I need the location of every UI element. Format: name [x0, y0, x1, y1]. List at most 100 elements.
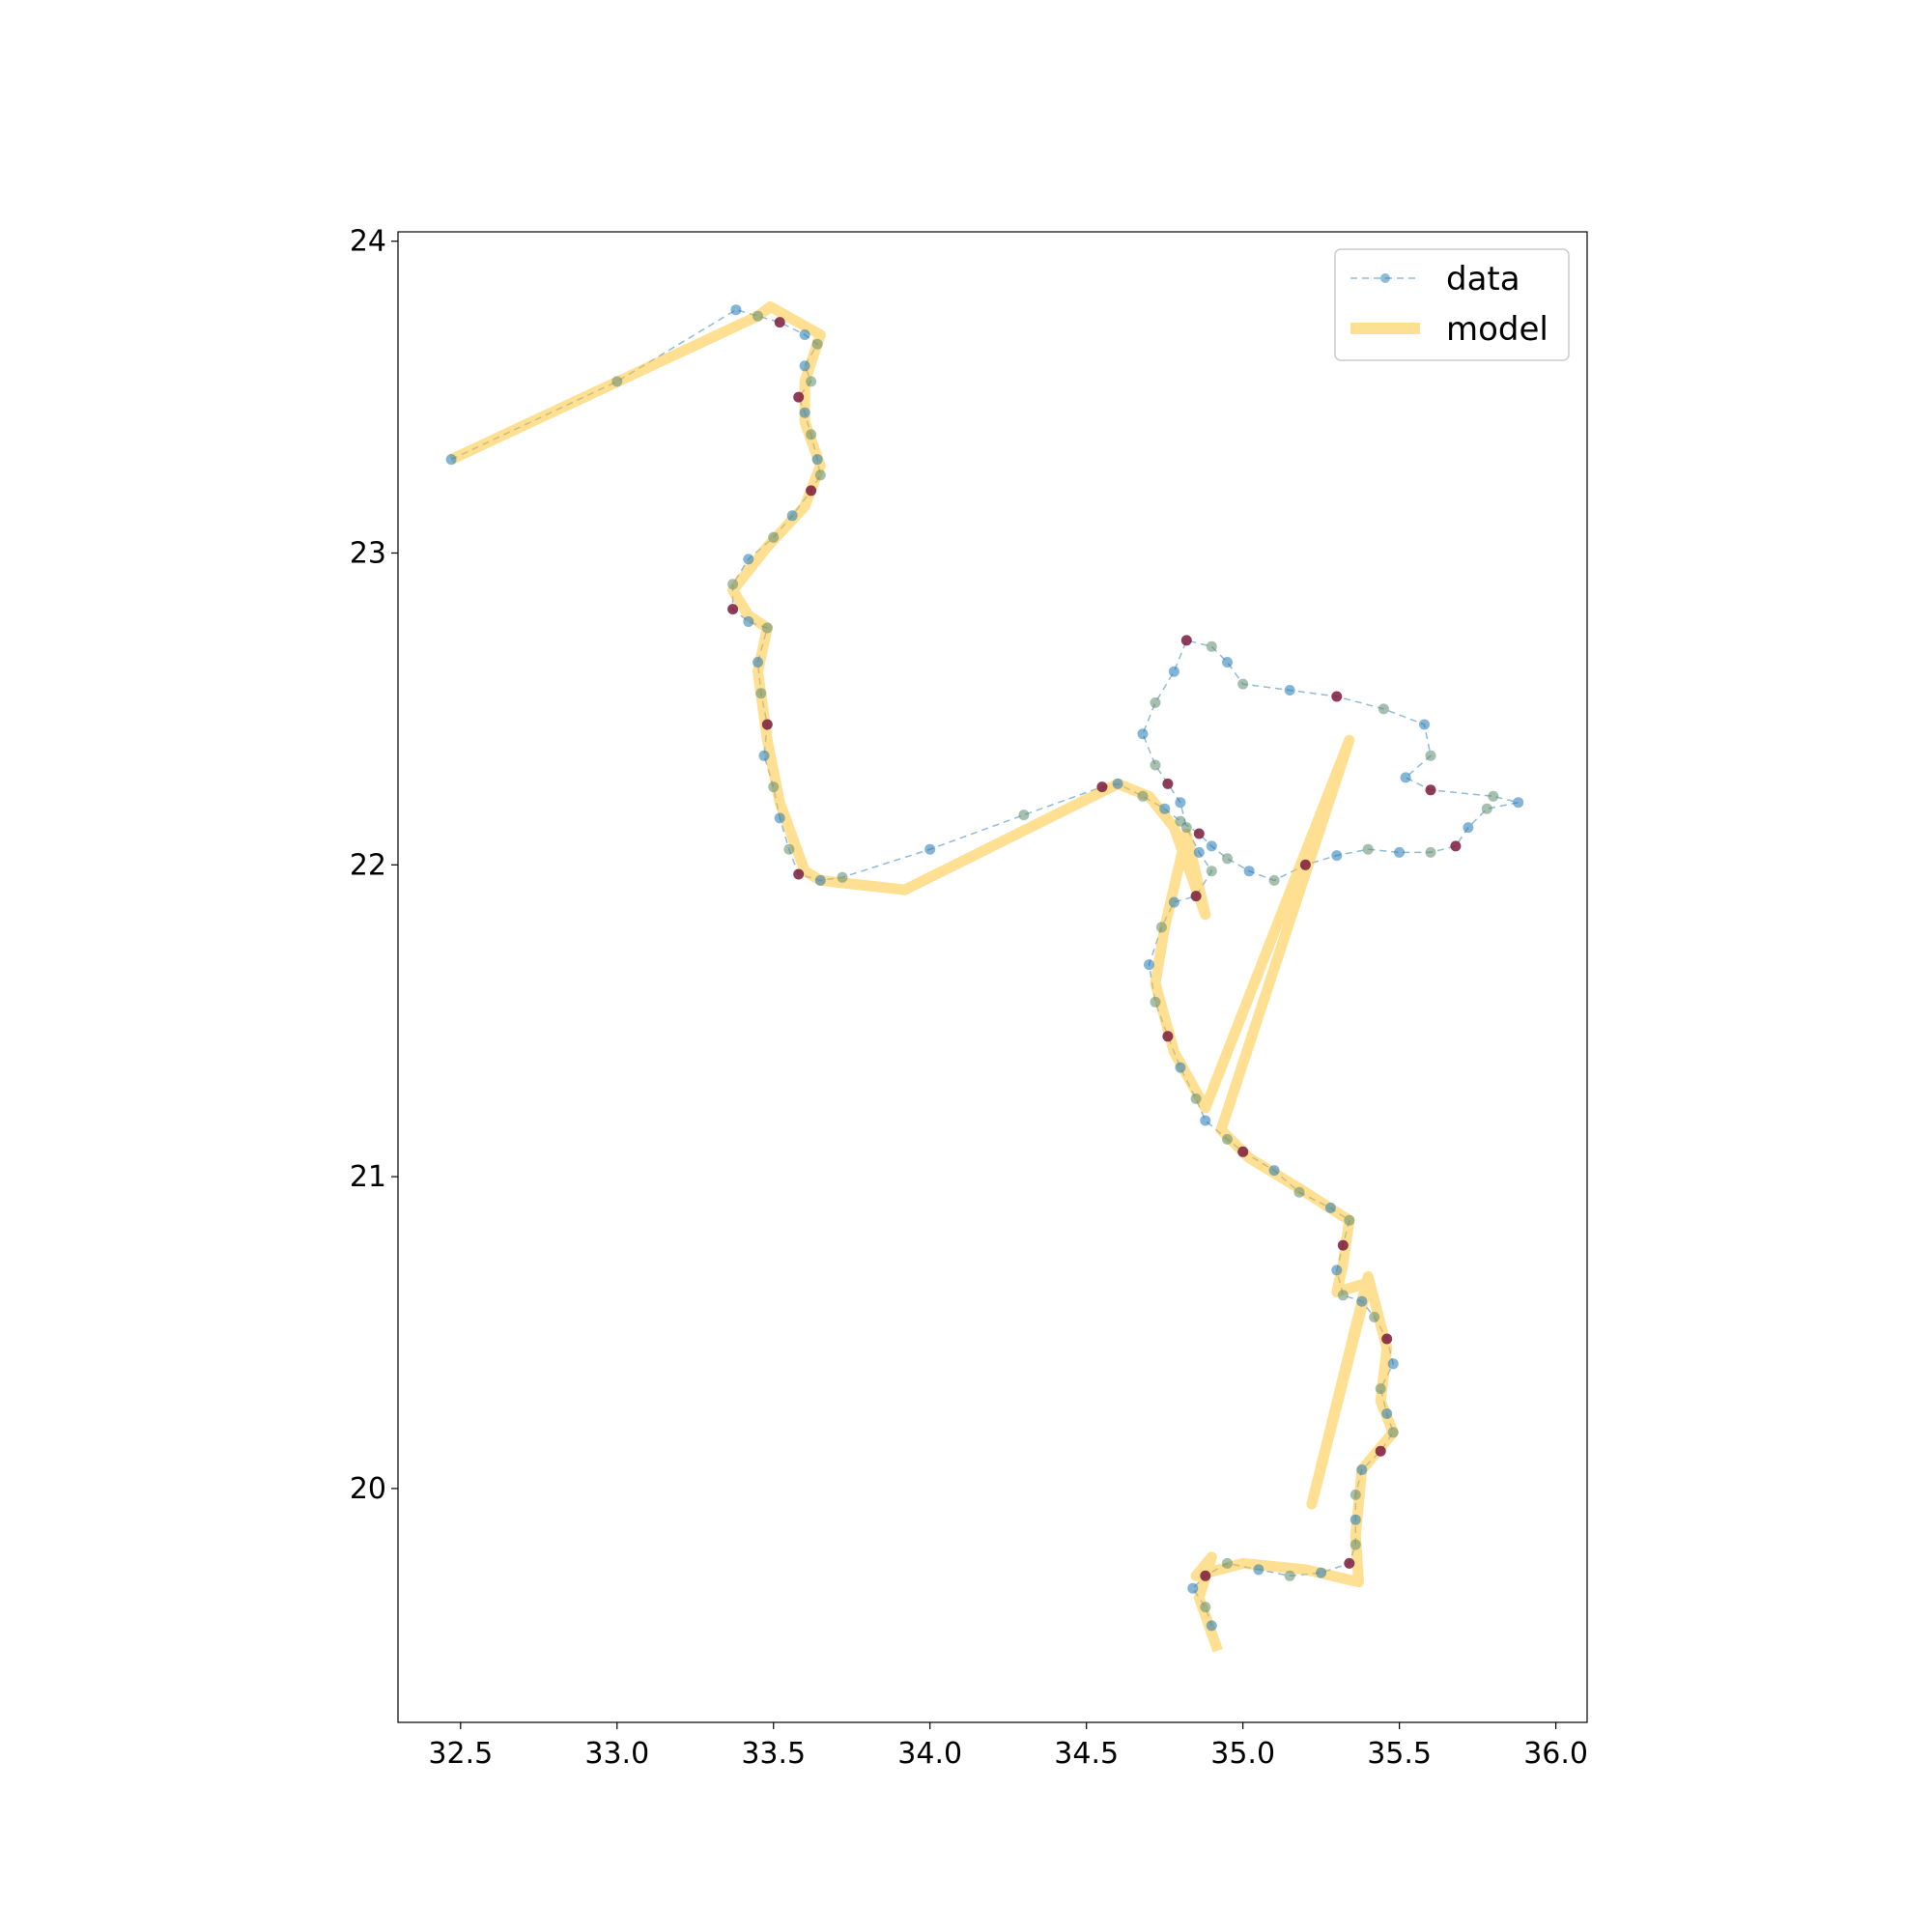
data-point [1162, 1031, 1174, 1042]
data-point [1137, 728, 1149, 740]
data-point [1378, 703, 1389, 715]
data-point [1450, 840, 1462, 852]
data-point [1253, 1564, 1264, 1576]
y-axis: 20 21 22 23 24 [350, 225, 398, 1506]
y-tick-label: 21 [350, 1160, 386, 1194]
data-point [1175, 1062, 1186, 1073]
data-point [1419, 719, 1430, 730]
data-point [1206, 840, 1217, 852]
data-point [1331, 1264, 1343, 1276]
data-point [1488, 790, 1499, 802]
data-point [806, 485, 817, 497]
data-point [1206, 640, 1217, 652]
data-point [1237, 1146, 1249, 1157]
legend-label-data: data [1446, 260, 1520, 298]
legend: data model [1334, 248, 1570, 361]
data-point [774, 812, 785, 824]
data-point [1375, 1383, 1386, 1395]
data-point [768, 531, 780, 543]
data-point [799, 329, 810, 340]
x-axis: 32.5 33.0 33.5 34.0 34.5 35.0 35.5 36.0 [428, 1722, 1588, 1771]
data-point [1375, 1445, 1386, 1457]
data-point [1180, 822, 1192, 834]
plot-background [398, 232, 1587, 1722]
data-point [730, 304, 742, 316]
data-point [1150, 996, 1161, 1008]
data-point [1268, 874, 1280, 886]
data-point [793, 868, 805, 880]
data-point [445, 454, 457, 466]
data-point [1150, 696, 1161, 708]
data-point [1155, 922, 1167, 933]
data-point [1284, 685, 1295, 696]
data-point [743, 616, 754, 627]
data-point [1200, 1115, 1211, 1126]
x-tick-label: 33.0 [584, 1737, 649, 1771]
x-tick-label: 35.0 [1210, 1737, 1275, 1771]
data-point [1162, 778, 1174, 789]
data-point [1159, 803, 1171, 814]
data-point [1150, 759, 1161, 771]
data-point [753, 657, 763, 668]
data-point [1387, 1358, 1399, 1370]
data-point [1293, 1186, 1305, 1198]
data-point [1356, 1464, 1368, 1475]
data-point [755, 688, 767, 699]
data-point [1316, 1567, 1327, 1578]
data-point [1268, 1165, 1280, 1177]
data-point [1222, 853, 1233, 865]
x-tick-label: 33.5 [741, 1737, 806, 1771]
data-point [1344, 1214, 1355, 1226]
data-point [1381, 1333, 1393, 1345]
data-point [1463, 822, 1474, 834]
data-point [1144, 959, 1154, 971]
x-tick-label: 34.5 [1054, 1737, 1119, 1771]
data-point [806, 429, 817, 440]
data-point [1193, 828, 1205, 839]
data-point [1350, 1489, 1361, 1500]
y-tick-label: 20 [350, 1472, 386, 1506]
data-point [758, 750, 770, 761]
data-point [1387, 1427, 1399, 1438]
data-point [1190, 891, 1202, 902]
x-tick-label: 36.0 [1523, 1737, 1588, 1771]
data-point [1299, 859, 1311, 870]
data-point [768, 781, 780, 793]
data-point [1243, 866, 1255, 877]
y-tick-label: 24 [350, 225, 386, 259]
data-point [799, 407, 810, 418]
data-point [1200, 1602, 1211, 1613]
data-point [1190, 1093, 1202, 1104]
data-point [1175, 797, 1186, 809]
data-point [1180, 635, 1192, 646]
data-point [1369, 1311, 1380, 1322]
data-point [1425, 750, 1436, 761]
data-point [1018, 810, 1030, 821]
data-point [727, 579, 739, 590]
data-point [1425, 846, 1436, 858]
data-point [793, 391, 805, 403]
data-point [1331, 691, 1343, 702]
data-point [783, 843, 795, 855]
data-point [1168, 896, 1179, 908]
data-point [1337, 1290, 1349, 1301]
data-point [1200, 1570, 1211, 1581]
data-point [761, 622, 773, 634]
data-point [1362, 843, 1374, 855]
data-point [1222, 1557, 1233, 1569]
data-point [1206, 866, 1217, 877]
data-point [1112, 778, 1123, 789]
data-point [1096, 781, 1108, 793]
data-point [753, 310, 763, 322]
data-point [1168, 666, 1179, 677]
y-tick-label: 23 [350, 536, 386, 570]
data-point [1350, 1539, 1361, 1550]
data-point [1331, 850, 1343, 862]
data-point [1237, 678, 1249, 690]
data-point [1400, 772, 1411, 783]
data-point [811, 338, 823, 350]
data-point [611, 376, 623, 387]
data-point [786, 510, 798, 522]
data-point [1222, 657, 1233, 668]
